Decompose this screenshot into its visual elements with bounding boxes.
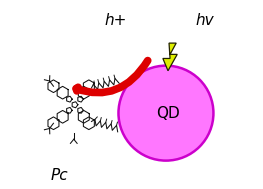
Text: Pc: Pc [51, 168, 69, 183]
Circle shape [118, 66, 214, 161]
FancyArrowPatch shape [76, 60, 148, 93]
Text: QD: QD [156, 106, 180, 121]
Polygon shape [163, 43, 177, 71]
Text: hv: hv [196, 13, 214, 28]
Text: h+: h+ [104, 13, 127, 28]
